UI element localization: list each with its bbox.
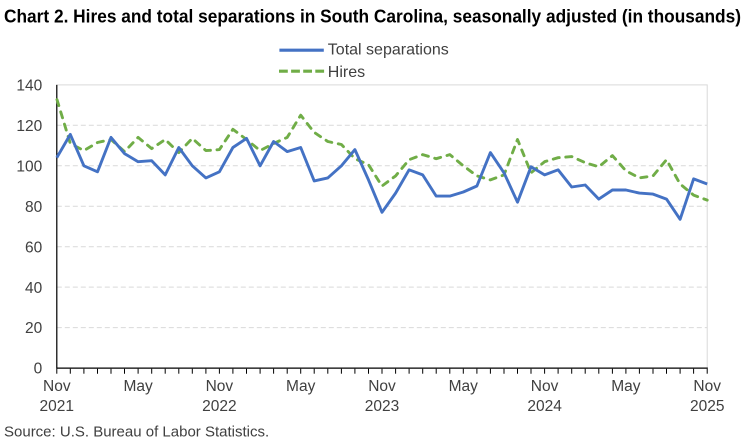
- svg-text:Nov: Nov: [531, 378, 559, 395]
- svg-text:2022: 2022: [202, 398, 236, 415]
- svg-text:2021: 2021: [40, 398, 74, 415]
- svg-text:Nov: Nov: [206, 378, 234, 395]
- svg-text:May: May: [449, 378, 479, 395]
- svg-text:2025: 2025: [690, 398, 724, 415]
- svg-text:140: 140: [16, 78, 42, 95]
- svg-text:100: 100: [16, 158, 42, 175]
- svg-text:20: 20: [25, 320, 43, 337]
- svg-text:40: 40: [25, 280, 43, 297]
- svg-text:Hires: Hires: [328, 64, 365, 81]
- svg-text:2024: 2024: [527, 398, 562, 415]
- svg-text:Source: U.S. Bureau of Labor S: Source: U.S. Bureau of Labor Statistics.: [4, 424, 269, 441]
- svg-text:Nov: Nov: [368, 378, 396, 395]
- svg-text:Nov: Nov: [693, 378, 721, 395]
- svg-text:May: May: [611, 378, 641, 395]
- svg-text:80: 80: [25, 199, 43, 216]
- svg-text:May: May: [123, 378, 153, 395]
- svg-text:2023: 2023: [365, 398, 399, 415]
- svg-text:Nov: Nov: [43, 378, 71, 395]
- svg-text:0: 0: [34, 361, 43, 378]
- svg-text:May: May: [286, 378, 316, 395]
- svg-text:Chart 2. Hires and total separ: Chart 2. Hires and total separations in …: [4, 7, 741, 27]
- svg-text:120: 120: [16, 118, 42, 135]
- svg-text:Total separations: Total separations: [328, 41, 449, 58]
- svg-text:60: 60: [25, 239, 43, 256]
